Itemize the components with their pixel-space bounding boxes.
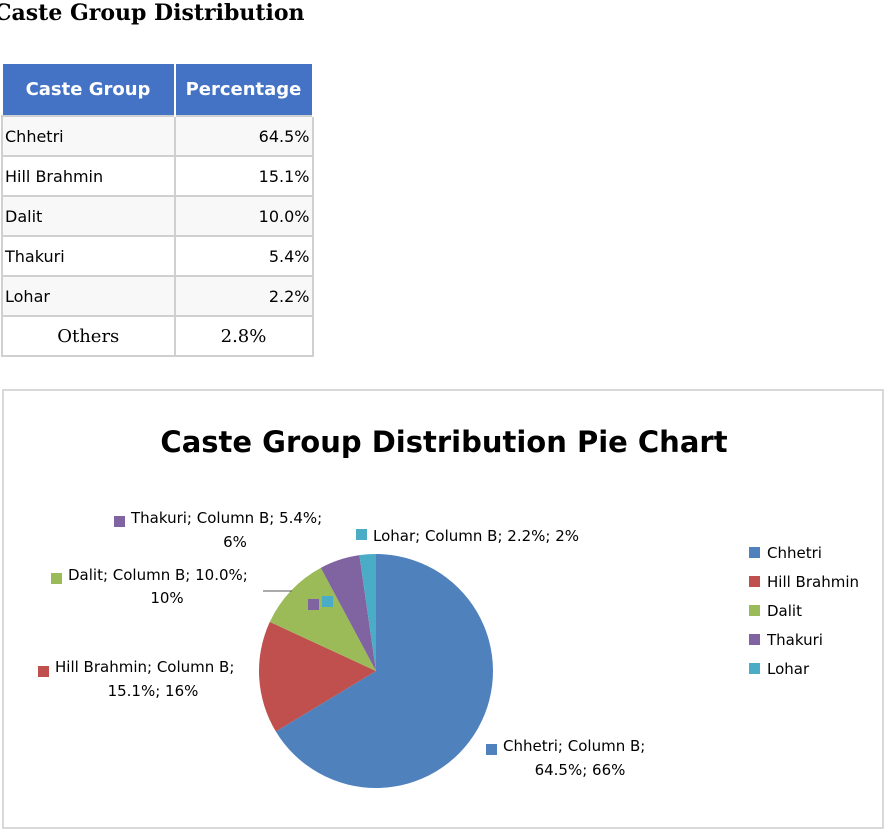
cell[interactable]: 2.8%	[173, 315, 314, 357]
cell[interactable]: Dalit	[1, 195, 176, 237]
data-label: 10%	[150, 589, 183, 607]
header-caste-group: Caste Group	[1, 63, 176, 117]
data-label-marker	[38, 666, 49, 677]
chart-frame[interactable]	[2, 389, 884, 829]
header-percentage: Percentage	[174, 63, 314, 117]
table-row: Chhetri 64.5%	[1, 115, 314, 157]
cell[interactable]: 5.4%	[173, 235, 314, 277]
legend-entry[interactable]: Dalit	[767, 602, 802, 620]
cell[interactable]: Thakuri	[1, 235, 176, 277]
table-row: Dalit 10.0%	[1, 195, 314, 237]
data-label: 6%	[223, 533, 247, 551]
legend-marker	[749, 605, 760, 616]
data-label: Lohar; Column B; 2.2%; 2%	[373, 527, 579, 545]
cell[interactable]: Lohar	[1, 275, 176, 317]
data-label-marker	[486, 744, 497, 755]
legend-entry[interactable]: Hill Brahmin	[767, 573, 859, 591]
data-label: Dalit; Column B; 10.0%;	[68, 566, 248, 584]
legend-marker	[749, 547, 760, 558]
data-label: Chhetri; Column B;	[503, 737, 645, 755]
pie-slice-hill-brahmin[interactable]	[259, 621, 376, 732]
table-row: Lohar 2.2%	[1, 275, 314, 317]
cell[interactable]: Hill Brahmin	[1, 155, 176, 197]
sheet-title: Caste Group Distribution	[0, 0, 305, 26]
data-label-marker	[51, 573, 62, 584]
legend-entry[interactable]: Lohar	[767, 660, 810, 678]
table-row: Thakuri 5.4%	[1, 235, 314, 277]
chart-title: Caste Group Distribution Pie Chart	[160, 425, 727, 459]
cell[interactable]: Others	[1, 315, 176, 357]
legend-marker	[749, 576, 760, 587]
label-marker	[308, 599, 319, 610]
table-row: Others 2.8%	[1, 315, 314, 357]
legend-marker	[749, 663, 760, 674]
pie-slice-thakuri[interactable]	[320, 555, 376, 671]
pie-slice-lohar[interactable]	[359, 554, 376, 671]
table-row: Hill Brahmin 15.1%	[1, 155, 314, 197]
legend-marker	[749, 634, 760, 645]
label-marker	[322, 596, 333, 607]
pie-slice-dalit[interactable]	[269, 567, 376, 671]
cell[interactable]: 10.0%	[173, 195, 314, 237]
cell[interactable]: 64.5%	[173, 115, 314, 157]
cell[interactable]: 2.2%	[173, 275, 314, 317]
cell[interactable]: Chhetri	[1, 115, 176, 157]
data-label: Hill Brahmin; Column B;	[55, 658, 234, 676]
legend-entry[interactable]: Chhetri	[767, 544, 822, 562]
cell[interactable]: 15.1%	[173, 155, 314, 197]
data-label: 15.1%; 16%	[108, 682, 199, 700]
data-label-marker	[114, 516, 125, 527]
data-table: Caste Group Percentage Chhetri 64.5% Hill …	[1, 63, 314, 357]
pie-slice-chhetri[interactable]	[275, 554, 494, 789]
data-label-marker	[356, 529, 367, 540]
legend-entry[interactable]: Thakuri	[766, 631, 823, 649]
data-label: 64.5%; 66%	[535, 761, 626, 779]
data-label: Thakuri; Column B; 5.4%;	[130, 509, 322, 527]
